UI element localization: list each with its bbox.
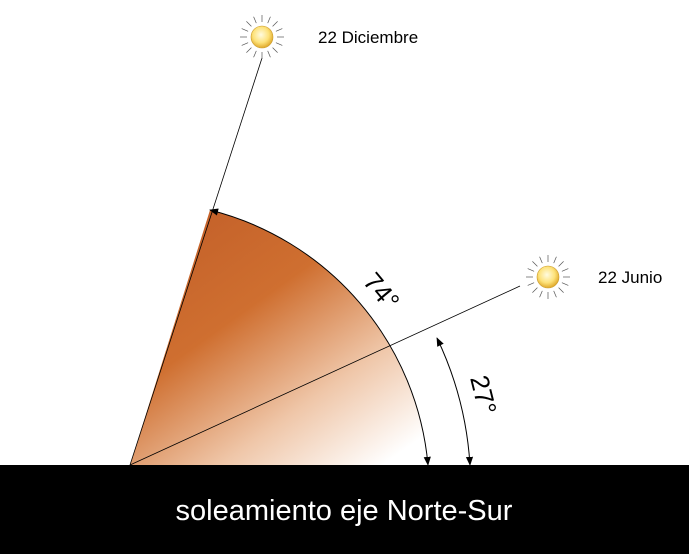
arc-27 <box>436 337 474 466</box>
fan <box>130 210 428 465</box>
december-ray <box>129 57 263 466</box>
sun-june <box>525 254 571 300</box>
december-label: 22 Diciembre <box>318 28 418 47</box>
angle-27-label: 27° <box>464 372 503 417</box>
june-label: 22 Junio <box>598 268 662 287</box>
sun-december <box>239 14 285 60</box>
caption: soleamiento eje Norte-Sur <box>176 495 513 527</box>
june-ray <box>129 285 521 466</box>
caption-bar <box>0 465 689 554</box>
arc-74 <box>209 208 431 466</box>
